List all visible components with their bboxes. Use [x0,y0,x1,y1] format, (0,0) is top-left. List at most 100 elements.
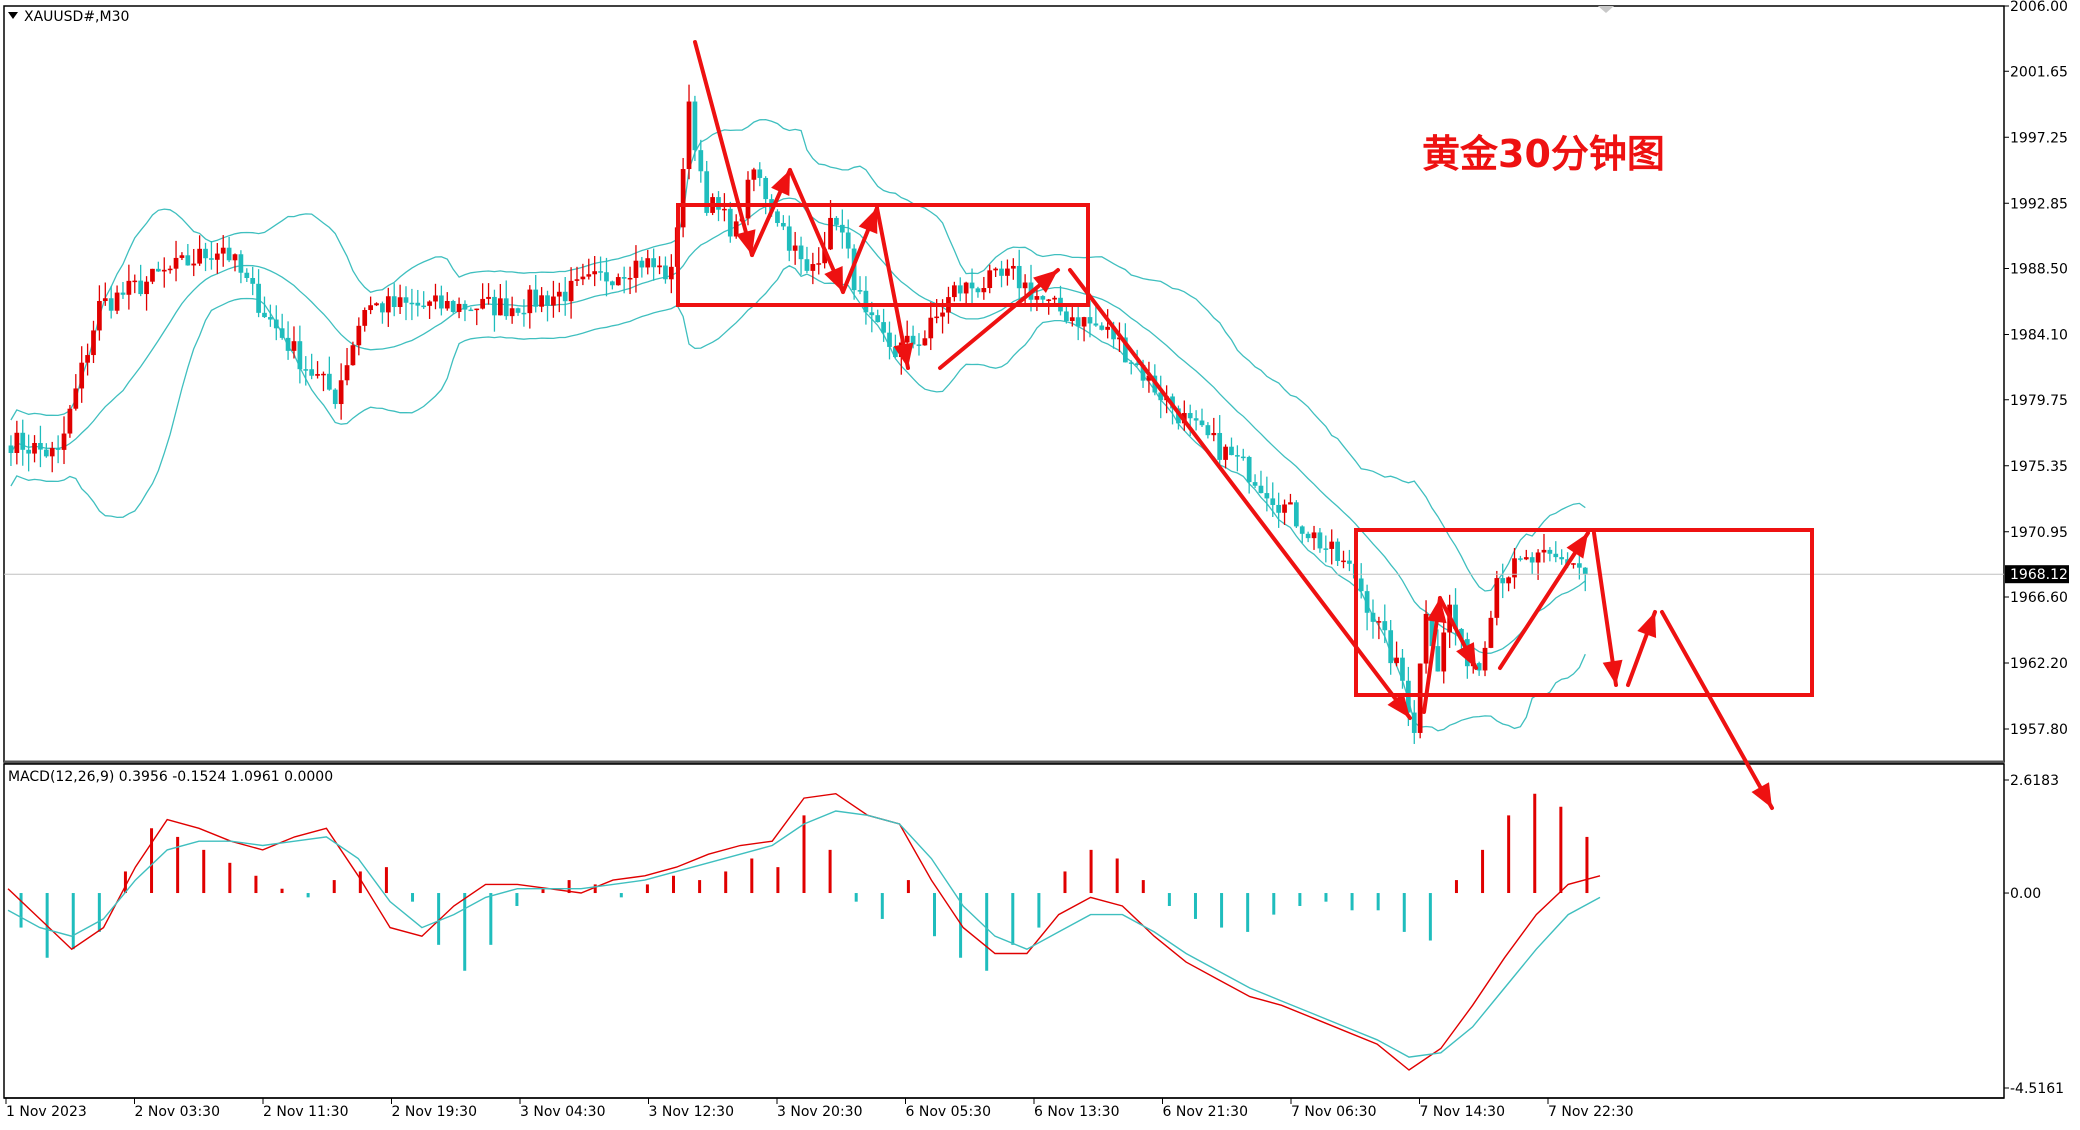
candle-body [1382,621,1388,631]
time-tick-label: 1 Nov 2023 [6,1104,87,1120]
candle-body [993,268,998,271]
candle-body [751,169,757,180]
bollinger-upper-line [10,118,1586,592]
candle-body [1240,456,1246,459]
dropdown-triangle-icon[interactable] [8,12,18,19]
candle-body [657,265,662,268]
macd-line [7,792,1601,1071]
candle-body [279,328,285,338]
candle-body [804,259,810,271]
candle-body [397,297,403,308]
candle-body [43,449,49,457]
candle-body [474,308,480,311]
candle-body [692,101,698,151]
candle-body [857,290,863,292]
candle-body [161,269,167,272]
candle-body [226,247,232,261]
candle-body [132,280,138,283]
candle-body [32,442,37,454]
chart-shift-marker-icon[interactable] [1598,6,1614,13]
candle-body [869,312,875,316]
candle-body [1559,557,1565,560]
candle-body [138,280,144,295]
candle-body [975,288,981,293]
candle-body [1376,621,1382,623]
candle-body [1400,657,1405,681]
candle-body [144,281,149,295]
trend-arrow-line [1660,610,1774,810]
candle-body [1453,604,1458,629]
candle-body [1370,612,1376,622]
candle-body [574,279,580,281]
candle-body [1146,375,1152,381]
candle-body [1205,425,1211,436]
candle-body [1052,297,1057,300]
candle-body [1034,296,1040,300]
candle-body [1264,493,1270,499]
annotation-title: 黄金30分钟图 [1422,132,1665,176]
candle-body [55,448,61,450]
candle-body [1364,591,1370,613]
candle-body [893,346,898,358]
candle-body [1541,549,1547,553]
candle-body [1199,420,1205,426]
price-tick-label: 1979.75 [2010,393,2068,409]
candle-body [73,388,79,409]
macd-indicator [7,792,1601,1071]
candle-body [1128,362,1134,364]
trend-arrow-head-icon [1426,598,1447,624]
candle-body [250,277,256,284]
price-tick-label: 1988.50 [2010,262,2068,278]
candle-body [315,374,320,376]
time-tick-label: 3 Nov 04:30 [520,1104,605,1120]
candle-body [981,288,987,293]
candle-body [380,303,385,313]
candle-body [197,248,202,264]
candle-body [686,101,692,170]
candle-body [1288,502,1293,505]
candle-body [1005,268,1010,276]
candle-body [303,369,309,371]
candlesticks [8,84,1588,744]
candle-body [338,380,344,405]
candle-body [1441,632,1447,672]
candle-body [297,341,303,370]
trend-arrow-head-icon [824,266,843,292]
candle-body [1329,541,1335,549]
candle-body [910,335,916,345]
candle-body [904,335,910,343]
candle-body [1229,446,1234,456]
trend-arrow-line [1592,531,1618,687]
candle-body [1217,432,1223,460]
candle-body [1081,317,1087,327]
candle-body [486,296,491,299]
candle-body [108,298,114,311]
candle-body [492,296,497,316]
candle-body [1258,485,1264,494]
candle-body [350,345,356,366]
macd-label: MACD(12,26,9) 0.3956 -0.1524 1.0961 0.00… [8,769,333,785]
current-price-label: 1968.12 [2010,567,2068,583]
candle-body [533,289,539,307]
candle-body [1093,323,1099,326]
candle-body [480,298,486,309]
candle-body [79,362,85,389]
candle-body [615,277,621,286]
candle-body [881,322,886,333]
price-tick-label: 2001.65 [2010,64,2068,80]
time-tick-label: 6 Nov 13:30 [1034,1104,1119,1120]
price-tick-label: 1957.80 [2010,722,2068,738]
candle-body [1158,392,1164,401]
candle-body [1293,502,1299,527]
candle-body [203,248,208,259]
macd-tick-label: -4.5161 [2010,1081,2064,1097]
price-tick-label: 2006.00 [2010,0,2068,15]
candle-body [179,255,185,258]
bollinger-middle-line [10,197,1586,655]
candle-body [845,232,851,249]
candle-body [963,282,969,294]
candle-body [1512,558,1517,578]
candle-body [368,305,373,311]
